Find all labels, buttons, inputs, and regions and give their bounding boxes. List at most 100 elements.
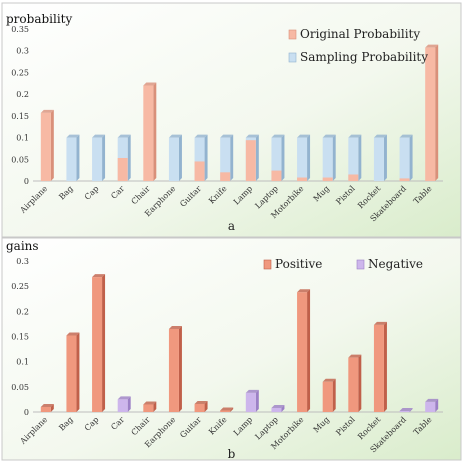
bar-top — [245, 389, 259, 393]
bar-front — [348, 137, 359, 181]
bar-front — [271, 137, 282, 181]
bar-front — [168, 328, 179, 412]
bar-negative-laptop — [271, 404, 285, 412]
y-tick-label: 0.3 — [16, 257, 29, 266]
bar-side — [127, 396, 131, 412]
bar-side — [50, 109, 54, 181]
bar-front — [92, 277, 103, 412]
bar-original-airplane — [40, 109, 54, 181]
y-tick-label: 0.25 — [11, 68, 29, 77]
legend-swatch — [263, 259, 272, 270]
bar-top — [373, 321, 387, 325]
legend-label: Sampling Probability — [300, 50, 428, 64]
bar-original-guitar — [194, 161, 205, 181]
bar-top — [348, 354, 362, 358]
bar-positive-earphone — [168, 325, 182, 412]
bar-top — [297, 289, 311, 293]
bar-top — [271, 404, 285, 408]
bar-original-pistol — [348, 174, 359, 181]
bar-front — [297, 292, 308, 412]
legend-label: Original Probability — [300, 27, 420, 41]
bar-side — [332, 378, 336, 412]
bar-original-lamp — [245, 140, 256, 181]
bar-side — [178, 134, 182, 181]
y-tick-label: 0 — [24, 408, 29, 417]
y-tick-label: 0.15 — [11, 333, 29, 342]
bar-front — [399, 137, 410, 181]
bar-top — [143, 401, 157, 405]
bar-side — [230, 134, 234, 181]
bar-front — [322, 381, 333, 412]
bar-side — [281, 134, 285, 181]
bar-top — [322, 134, 336, 138]
bar-top — [194, 134, 208, 138]
bar-side — [383, 321, 387, 412]
bar-front — [40, 112, 51, 181]
bar-original-motorbike — [297, 177, 308, 181]
subfigure-caption: b — [228, 447, 236, 461]
y-tick-label: 0 — [24, 177, 29, 186]
bar-negative-table — [425, 398, 439, 412]
bar-positive-airplane — [40, 403, 54, 412]
legend-label: Positive — [275, 257, 322, 271]
bar-positive-mug — [322, 378, 336, 412]
bar-top — [194, 400, 208, 404]
bar-front — [194, 137, 205, 181]
bar-side — [307, 134, 311, 181]
bar-top — [40, 403, 54, 407]
bar-top — [168, 134, 182, 138]
bar-top — [271, 134, 285, 138]
y-axis-label: gains — [6, 239, 39, 253]
bar-front — [66, 137, 77, 181]
bar-front — [373, 324, 384, 412]
bar-original-table — [425, 44, 439, 181]
legend-swatch — [288, 29, 297, 40]
bar-positive-guitar — [194, 400, 208, 412]
bar-negative-lamp — [245, 389, 259, 412]
bar-side — [358, 354, 362, 412]
bar-front — [40, 406, 51, 412]
y-tick-label: 0.35 — [11, 25, 29, 34]
y-tick-label: 0.1 — [16, 358, 29, 367]
bar-front — [425, 401, 436, 412]
bar-top — [425, 44, 439, 48]
legend-swatch — [356, 259, 365, 270]
bar-positive-cap — [92, 274, 106, 412]
bar-front — [348, 357, 359, 412]
bar-original-chair — [143, 82, 157, 181]
bar-front — [373, 137, 384, 181]
bar-side — [204, 134, 208, 181]
legend-label: Negative — [368, 257, 423, 271]
bar-top — [425, 398, 439, 402]
chart-panel-a: probability00.050.10.150.20.250.30.35Air… — [1, 2, 462, 238]
bar-top — [117, 134, 131, 138]
subfigure-caption: a — [228, 219, 235, 233]
bar-front — [143, 404, 154, 412]
y-tick-label: 0.3 — [16, 47, 29, 56]
bar-top — [220, 134, 234, 138]
bar-original-knife — [220, 172, 231, 181]
bar-side — [102, 274, 106, 412]
bar-top — [66, 332, 80, 336]
bar-top — [40, 109, 54, 113]
bar-top — [143, 82, 157, 86]
bar-sampling-knife — [220, 134, 234, 181]
bar-side — [102, 134, 106, 181]
bar-side — [435, 44, 439, 181]
bar-side — [153, 82, 157, 181]
bar-top — [66, 134, 80, 138]
bar-positive-rocket — [373, 321, 387, 412]
bar-negative-skateboard — [399, 407, 413, 412]
bar-top — [117, 396, 131, 400]
bar-front — [322, 137, 333, 181]
bar-front — [271, 407, 282, 412]
bar-positive-bag — [66, 332, 80, 412]
bar-side — [76, 134, 80, 181]
bar-top — [168, 325, 182, 329]
bar-side — [178, 325, 182, 412]
bar-side — [255, 134, 259, 181]
bar-side — [383, 134, 387, 181]
bar-sampling-bag — [66, 134, 80, 181]
bar-original-skateboard — [399, 178, 410, 181]
bar-side — [358, 134, 362, 181]
